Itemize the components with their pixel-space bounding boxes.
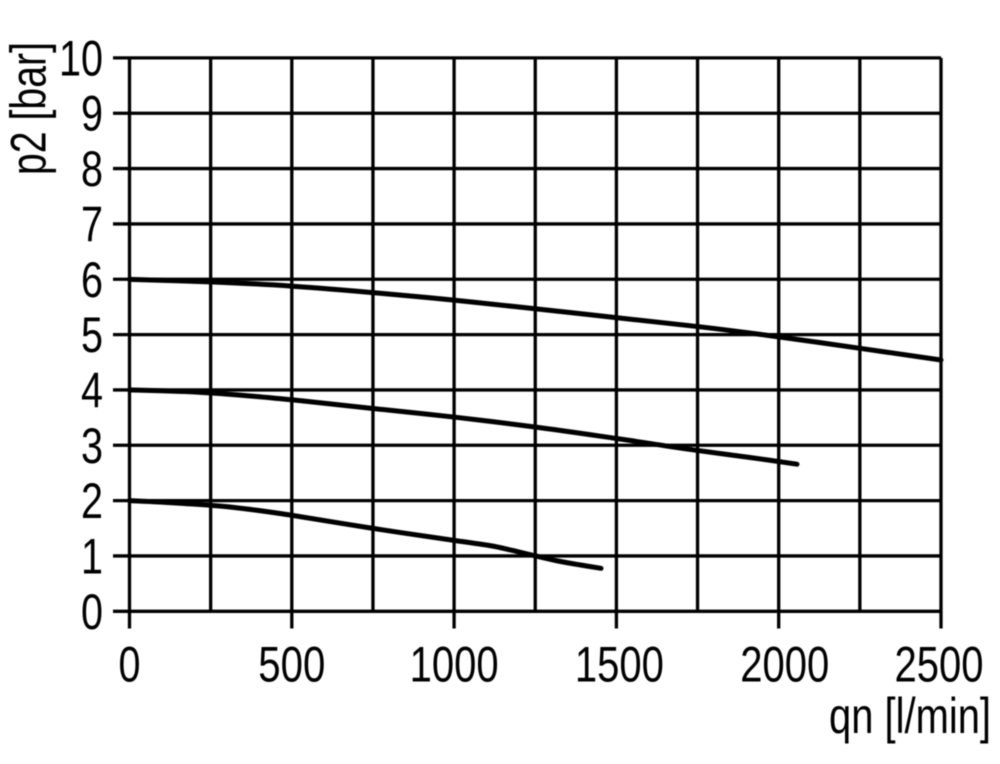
svg-text:1000: 1000 bbox=[410, 636, 499, 692]
svg-text:1500: 1500 bbox=[575, 636, 664, 692]
svg-text:9: 9 bbox=[81, 86, 103, 142]
svg-text:5: 5 bbox=[81, 307, 103, 363]
svg-text:p2 [bar]: p2 [bar] bbox=[1, 42, 57, 175]
svg-text:0: 0 bbox=[119, 636, 141, 692]
svg-text:10: 10 bbox=[59, 30, 103, 86]
svg-text:500: 500 bbox=[258, 636, 325, 692]
svg-text:2500: 2500 bbox=[895, 636, 984, 692]
svg-text:6: 6 bbox=[81, 252, 103, 308]
svg-text:0: 0 bbox=[81, 584, 103, 640]
svg-text:3: 3 bbox=[81, 418, 103, 474]
svg-text:1: 1 bbox=[81, 529, 103, 585]
svg-text:qn [l/min]: qn [l/min] bbox=[829, 688, 991, 744]
svg-text:7: 7 bbox=[81, 196, 103, 252]
svg-text:2000: 2000 bbox=[740, 636, 829, 692]
svg-text:2: 2 bbox=[81, 473, 103, 529]
svg-text:4: 4 bbox=[81, 362, 103, 418]
svg-text:8: 8 bbox=[81, 141, 103, 197]
